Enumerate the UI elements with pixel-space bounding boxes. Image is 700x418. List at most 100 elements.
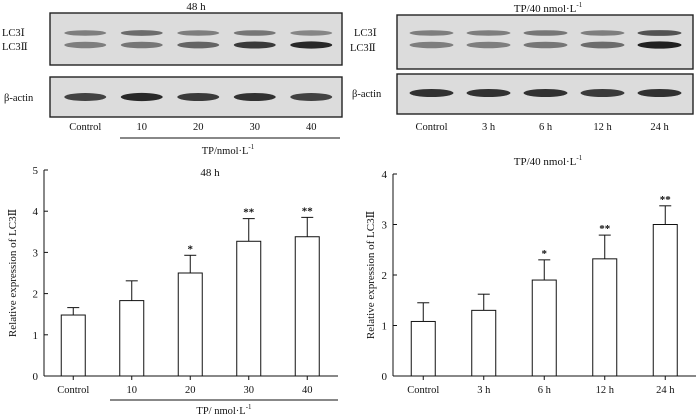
lane-label: 3 h	[482, 122, 496, 133]
bar	[60, 314, 86, 377]
actin-band	[523, 88, 568, 98]
lc3i-band-row	[64, 30, 333, 36]
lc3ii-label: LC3Ⅱ	[2, 42, 28, 53]
western-blot-time-course: TP/40 nmol·L-1 LC3Ⅰ LC3Ⅱ β-actin Control…	[350, 1, 694, 133]
lc3i-band	[177, 30, 220, 36]
lc3i-band	[120, 30, 163, 36]
lane-label: 20	[193, 122, 204, 133]
lc3i-band	[290, 30, 333, 36]
actin-band-row	[409, 88, 682, 98]
significance-mark: **	[243, 207, 255, 219]
x-tick-label: 6 h	[538, 385, 552, 396]
x-tick-label: 30	[244, 385, 255, 396]
actin-band	[120, 92, 163, 102]
blot-group-label: TP/nmol·L-1	[202, 143, 255, 157]
lc3-blot-panel	[396, 14, 694, 70]
y-tick-label: 3	[382, 220, 388, 232]
bar	[410, 320, 436, 377]
significance-mark: **	[302, 205, 314, 217]
actin-band	[290, 93, 333, 101]
significance-mark: *	[542, 248, 548, 260]
bar	[531, 279, 557, 377]
bar	[652, 224, 678, 377]
y-axis-label: Relative expression of LC3Ⅱ	[365, 211, 377, 339]
x-tick-label: Control	[57, 385, 89, 396]
lc3ii-band	[233, 41, 276, 49]
x-group-label: TP/ nmol·L-1	[196, 403, 252, 417]
y-tick-label: 0	[33, 371, 39, 383]
actin-band	[233, 92, 276, 102]
x-tick-labels: Control 3 h 6 h 12 h 24 h	[407, 376, 675, 396]
y-tick-label: 1	[33, 330, 39, 342]
blot-title: TP/40 nmol·L-1	[514, 1, 583, 15]
bar	[236, 240, 262, 377]
lane-label: 40	[306, 122, 317, 133]
x-tick-label: 10	[127, 385, 138, 396]
y-axis-label: Relative expression of LC3Ⅱ	[7, 209, 19, 337]
x-tick-label: 3 h	[477, 385, 491, 396]
lc3i-band	[637, 30, 682, 36]
x-tick-labels: Control 10 20 30 40	[57, 376, 313, 396]
lc3ii-band	[120, 41, 163, 49]
lane-label: 24 h	[650, 122, 669, 133]
x-tick-label: 12 h	[596, 385, 615, 396]
lc3ii-band	[523, 41, 568, 49]
chart-title: 48 h	[200, 167, 220, 179]
bars: *****	[60, 205, 320, 377]
x-tick-label: 20	[185, 385, 196, 396]
lc3i-band	[523, 30, 568, 36]
chart-title: TP/40 nmol·L-1	[514, 154, 583, 168]
y-tick-label: 3	[33, 247, 39, 259]
bar	[119, 300, 145, 377]
lane-label: 30	[250, 122, 261, 133]
blot-title: 48 h	[186, 1, 206, 13]
bar	[592, 258, 618, 377]
lc3i-band	[580, 30, 625, 36]
bar	[177, 272, 203, 377]
y-tick-labels: 0 1 2 3 4	[382, 169, 397, 383]
lc3ii-label: LC3Ⅱ	[350, 43, 376, 54]
y-tick-label: 5	[33, 165, 39, 177]
actin-band	[580, 88, 625, 98]
x-tick-label: 24 h	[656, 385, 675, 396]
lc3i-band-row	[409, 30, 682, 36]
y-tick-label: 1	[382, 321, 388, 333]
actin-label: β-actin	[4, 93, 34, 104]
significance-mark: **	[599, 223, 611, 235]
lc3i-band	[233, 30, 276, 36]
y-tick-label: 4	[382, 169, 388, 181]
significance-mark: **	[660, 194, 672, 206]
lc3i-band	[466, 30, 511, 36]
bar	[471, 309, 497, 377]
lc3i-band	[64, 30, 107, 36]
x-tick-label: Control	[407, 385, 439, 396]
y-tick-label: 0	[382, 371, 388, 383]
x-tick-label: 40	[302, 385, 313, 396]
bars: *****	[410, 194, 678, 377]
lc3i-label: LC3Ⅰ	[354, 28, 377, 39]
significance-mark: *	[188, 243, 194, 255]
lane-label: Control	[415, 122, 447, 133]
western-blot-48h: 48 h LC3Ⅰ LC3Ⅱ β-actin Control 10 20 30 40 T…	[2, 1, 343, 157]
y-tick-label: 4	[33, 206, 39, 218]
lc3ii-band-row	[409, 41, 682, 49]
lc3ii-band	[177, 41, 220, 49]
blot-lane-labels: Control 10 20 30 40	[69, 122, 316, 133]
actin-band-row	[64, 92, 333, 102]
lane-label: Control	[69, 122, 101, 133]
actin-band	[409, 88, 454, 98]
lc3ii-band	[290, 41, 333, 49]
lc3ii-band	[64, 41, 107, 49]
y-tick-label: 2	[382, 270, 388, 282]
lane-label: 10	[137, 122, 148, 133]
actin-band	[177, 92, 220, 102]
lc3ii-band-row	[64, 41, 333, 49]
lc3-blot-panel	[49, 12, 343, 66]
actin-band	[637, 88, 682, 98]
lc3ii-band	[637, 41, 682, 49]
lane-label: 12 h	[593, 122, 612, 133]
y-tick-label: 2	[33, 289, 39, 301]
